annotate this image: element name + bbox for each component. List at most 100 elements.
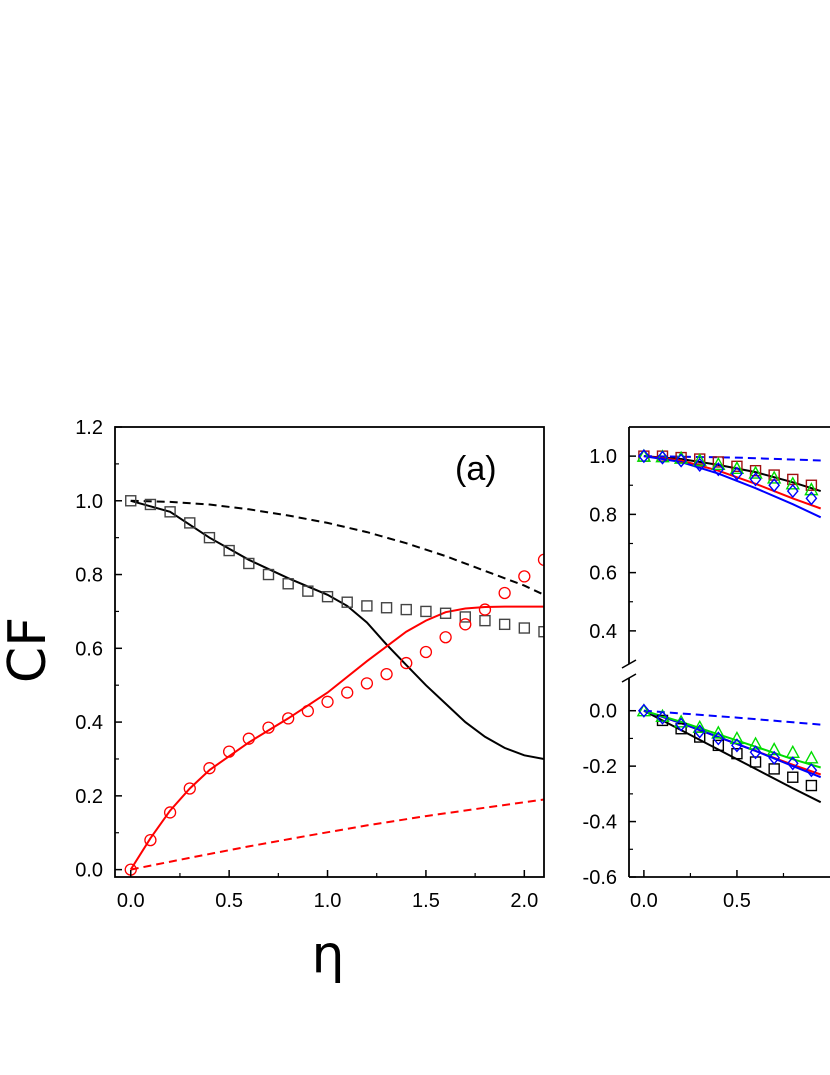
panel-a-ytick-label-4: 0.8 (75, 565, 103, 587)
panel-a-ytick-label-0: 0.0 (75, 860, 103, 882)
panel-a-marker-5-13 (380, 667, 393, 681)
panel-b-ytick-label-1: -0.4 (583, 812, 617, 834)
panel-a-marker-4-10 (321, 590, 334, 603)
panel-b-line-2 (643, 455, 822, 519)
panel-b-marker-14-0 (637, 703, 650, 718)
panel-b-marker-6-5 (731, 466, 743, 481)
panel-b-ytick-label-3: 0.0 (589, 701, 617, 723)
panel-b-marker-6-4 (712, 462, 725, 477)
panel-a-marker-4-16 (439, 607, 452, 619)
panel-a-marker-4-13 (380, 602, 393, 614)
panel-b-marker-5-6 (748, 465, 763, 479)
panel-a-ytick-label-3: 0.6 (75, 638, 103, 660)
panel-b-marker-6-0 (637, 449, 650, 464)
panel-b-ytick-label-2: -0.2 (583, 756, 617, 778)
panel-b-marker-12-6 (768, 763, 780, 775)
panel-b-marker-13-7 (766, 742, 782, 756)
panel-b-marker-14-7 (768, 750, 781, 765)
panel-b-marker-13-5 (729, 730, 745, 745)
panel-b-marker-5-8 (785, 476, 800, 490)
panel-a-marker-5-20 (518, 570, 531, 583)
panel-a-ytick-label-6: 1.2 (75, 417, 103, 439)
panel-a-marker-5-11 (341, 686, 354, 699)
panel-a-ytick-label-1: 0.2 (75, 786, 103, 808)
panel-b-marker-14-6 (749, 745, 762, 760)
y-axis-title: CF (0, 617, 58, 683)
panel-a-marker-5-19 (498, 586, 511, 600)
panel-a-marker-5-10 (321, 695, 334, 708)
panel-a-marker-4-2 (164, 506, 176, 518)
panel-a-marker-4-0 (125, 495, 137, 507)
panel-b-marker-13-4 (711, 725, 726, 739)
panel-a-frame (114, 426, 545, 878)
panel-b-marker-5-3 (692, 453, 707, 467)
panel-b-marker-14-3 (693, 724, 706, 739)
panel-b-series (636, 448, 822, 804)
panel-a-marker-4-5 (223, 544, 235, 557)
panel-a-marker-4-12 (361, 600, 373, 612)
panel-a-label: (a) (455, 450, 497, 488)
panel-a-line-1 (130, 499, 544, 596)
panel-a-marker-4-6 (243, 557, 255, 570)
panel-b-marker-12-1 (675, 723, 687, 735)
panel-b-marker-14-9 (805, 763, 818, 778)
panel-a-marker-5-5 (222, 745, 236, 758)
panel-b-marker-14-1 (656, 710, 669, 725)
panel-b-ytick-label-0: -0.6 (583, 867, 617, 889)
panel-a-marker-5-21 (537, 553, 544, 566)
panel-b-ytick-label-4: 0.4 (589, 621, 617, 643)
panel-b-marker-5-5 (729, 460, 745, 475)
panel-b-marker-14-5 (731, 738, 743, 753)
panel-b-break-mark-2 (621, 673, 637, 683)
panel-a-xtick-label-2: 1.0 (314, 890, 342, 912)
panel-b-marker-4-9 (805, 479, 818, 491)
panel-a-marker-4-3 (184, 517, 196, 529)
panel-a-xtick-label-1: 0.5 (215, 890, 243, 912)
panel-b-marker-14-8 (786, 756, 799, 771)
panel-b-marker-12-5 (749, 756, 762, 768)
panel-b-marker-5-4 (711, 456, 726, 470)
panel-b-marker-13-9 (804, 750, 819, 764)
panel-a-line-3 (130, 798, 544, 871)
panel-a-marker-5-17 (459, 618, 472, 631)
panel-a-xtick-label-3: 1.5 (412, 890, 440, 912)
panel-a-marker-5-8 (282, 712, 295, 725)
panel-b-marker-12-4 (731, 747, 743, 760)
panel-a-marker-4-11 (341, 596, 353, 608)
panel-a-xtick-label-4: 2.0 (510, 890, 538, 912)
panel-a-plot: 0.0 0.5 1.0 1.5 2.0 0.0 0.2 0.4 0.6 0.8 1.0 1.2 (75, 417, 545, 912)
panel-a-line-0 (130, 499, 544, 760)
panel-b-break-mark-1 (621, 659, 637, 669)
panel-b-line-1 (643, 455, 822, 510)
panel-b-marker-12-3 (712, 739, 725, 752)
panel-a-marker-4-21 (538, 626, 544, 638)
panel-a-marker-5-4 (203, 762, 216, 775)
panel-b-plot: 0.0 0.5 -0.6 -0.4 -0.2 0.0 0.4 0.6 0.8 1.0 (583, 426, 830, 912)
panel-a-marker-5-14 (400, 656, 413, 670)
panel-a-marker-5-7 (262, 721, 275, 734)
panel-b-ytick-label-6: 0.8 (589, 504, 617, 526)
panel-b-ytick-label-7: 1.0 (589, 446, 617, 468)
panel-a-marker-4-15 (420, 605, 432, 618)
panel-b-marker-6-1 (656, 450, 669, 465)
panel-a-series (124, 495, 544, 876)
panel-a-marker-5-18 (478, 603, 492, 616)
panel-a-marker-4-1 (144, 498, 157, 511)
panel-a-marker-5-3 (183, 782, 196, 795)
panel-b-ytick-label-5: 0.6 (589, 563, 617, 585)
panel-b-marker-13-6 (748, 736, 763, 750)
panel-b-marker-14-2 (675, 717, 688, 732)
panel-b-line-3 (643, 455, 821, 462)
panel-b-marker-13-8 (785, 744, 800, 758)
panel-b-marker-6-9 (805, 491, 818, 506)
panel-b-line-11 (643, 709, 821, 726)
panel-a-marker-5-1 (144, 833, 157, 847)
panel-b-marker-12-8 (805, 779, 818, 792)
panel-b-marker-5-9 (804, 482, 819, 496)
panel-a-marker-5-15 (419, 645, 433, 659)
panel-b-line-10 (643, 709, 821, 769)
panel-a-marker-4-17 (459, 611, 471, 623)
panel-b-marker-14-4 (712, 731, 725, 746)
panel-b-marker-5-7 (766, 470, 782, 484)
